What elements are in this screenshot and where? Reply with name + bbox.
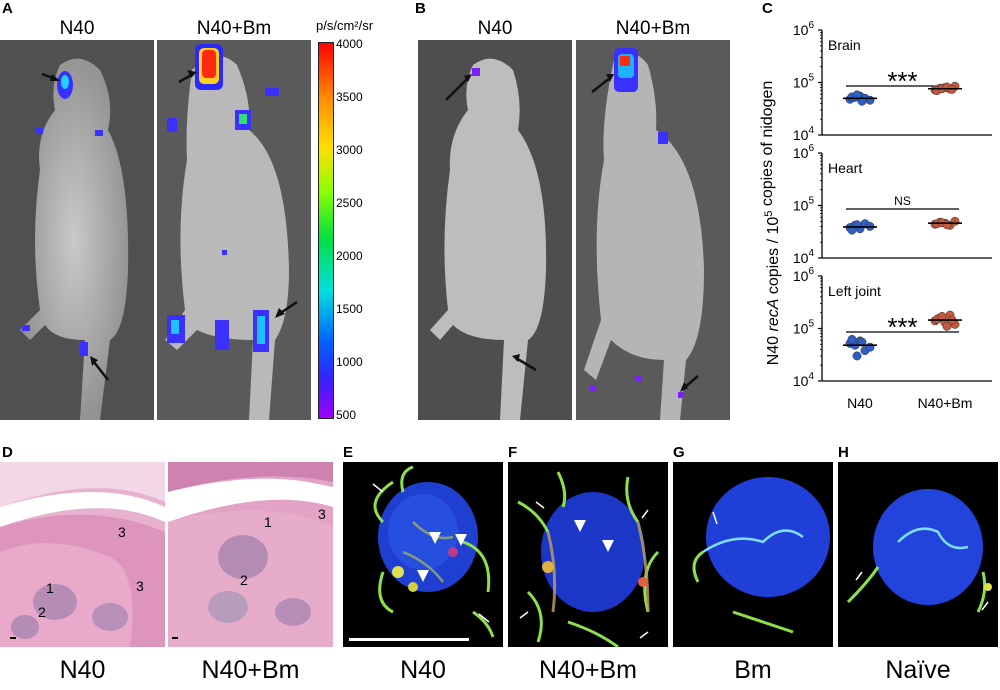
y-tick-label-exponent: 4 — [808, 371, 814, 382]
data-point — [857, 96, 867, 106]
colorbar-tick: 1500 — [336, 302, 363, 316]
data-point — [950, 216, 960, 226]
panel-letter-b: B — [415, 0, 426, 17]
data-point — [942, 321, 952, 331]
panel-b-left-title: N40 — [477, 18, 513, 39]
y-tick-label-base: 10 — [793, 373, 809, 389]
y-tick-label-base: 10 — [793, 127, 809, 143]
data-point — [852, 351, 862, 361]
recA-scatter-chart: N40 recA copies / 105 copies of nidogen 1… — [760, 20, 992, 411]
subplot-title: Left joint — [828, 283, 881, 299]
subplot-title: Heart — [828, 160, 862, 176]
y-axis-label-part: copies of nidogen — [760, 81, 776, 211]
y-tick-label-base: 10 — [793, 198, 809, 214]
y-axis-label: N40 recA copies / 105 copies of nidogen — [760, 81, 782, 366]
colorbar-tick: 1000 — [336, 355, 363, 369]
subplot-title: Brain — [828, 37, 861, 53]
y-tick-label-exponent: 6 — [808, 20, 814, 31]
colorbar-tick: 2000 — [336, 249, 363, 263]
significance-label: *** — [887, 312, 917, 342]
y-axis-label-part: N40 — [765, 331, 782, 365]
colorbar-tick: 2500 — [336, 196, 363, 210]
bioluminescence-image-n40-a — [0, 40, 154, 420]
y-tick-label-base: 10 — [793, 145, 809, 161]
y-tick-label: 106 — [793, 20, 815, 38]
panel-d-left-caption: N40 — [59, 656, 106, 684]
histology-label: 3 — [118, 524, 126, 540]
y-axis-label-part: 5 — [763, 211, 775, 217]
panel-f-caption: N40+Bm — [539, 656, 637, 684]
panel-d-right-caption: N40+Bm — [201, 656, 300, 684]
y-tick-label-exponent: 4 — [808, 248, 814, 259]
panel-letter-f: F — [508, 444, 518, 461]
x-category-label: N40+Bm — [918, 395, 973, 411]
data-point — [942, 220, 952, 230]
histology-label: 1 — [264, 514, 272, 530]
microscopy-image-bm — [673, 462, 833, 647]
y-tick-label: 104 — [793, 125, 815, 143]
panel-a-left-title: N40 — [59, 18, 95, 39]
panel-letter-a: A — [2, 0, 13, 17]
significance-label: NS — [894, 194, 911, 208]
panel-b-right-title: N40+Bm — [615, 18, 691, 39]
histology-label: 2 — [240, 572, 248, 588]
y-tick-label-exponent: 5 — [808, 196, 814, 207]
y-tick-label-base: 10 — [793, 75, 809, 91]
panel-e-caption: N40 — [400, 656, 446, 684]
y-tick-label-base: 10 — [793, 321, 809, 337]
bioluminescence-image-n40bm-b — [576, 40, 730, 420]
histology-label: 3 — [136, 578, 144, 594]
colorbar-tick: 4000 — [336, 37, 363, 51]
colorbar-tick: 3000 — [336, 143, 363, 157]
y-tick-label-base: 10 — [793, 250, 809, 266]
colorbar-tick: 500 — [336, 408, 357, 422]
y-tick-label: 105 — [793, 319, 815, 337]
histology-image-n40bm: 1 2 3 — [168, 462, 333, 647]
y-tick-label-base: 10 — [793, 268, 809, 284]
y-tick-label-exponent: 4 — [808, 125, 814, 136]
y-tick-label-exponent: 6 — [808, 143, 814, 154]
panel-letter-c: C — [762, 0, 773, 17]
y-tick-label-base: 10 — [793, 22, 809, 38]
data-point — [865, 95, 875, 105]
panel-g-caption: Bm — [734, 656, 772, 684]
panel-a-right-title: N40+Bm — [196, 18, 272, 39]
significance-label: *** — [887, 66, 917, 96]
data-point — [852, 90, 862, 100]
y-tick-label: 105 — [793, 73, 815, 91]
colorbar-tick: 3500 — [336, 90, 363, 104]
y-axis-label-part: recA — [765, 299, 782, 332]
y-tick-label-exponent: 5 — [808, 73, 814, 84]
microscopy-image-naive — [838, 462, 998, 647]
histology-image-n40: 3 1 2 3 — [0, 462, 165, 647]
panel-letter-d: D — [2, 444, 13, 461]
y-axis-label-part: copies / 10 — [765, 217, 782, 299]
histology-label: 1 — [46, 580, 54, 596]
y-tick-label-exponent: 6 — [808, 266, 814, 277]
histology-label: 3 — [318, 506, 326, 522]
data-point — [857, 337, 867, 347]
data-point — [847, 334, 857, 344]
bioluminescence-image-n40bm-a — [157, 40, 311, 420]
microscopy-image-n40 — [343, 462, 503, 647]
panel-h-caption: Naïve — [885, 656, 951, 684]
panel-letter-e: E — [343, 444, 354, 461]
y-tick-label-exponent: 5 — [808, 319, 814, 330]
panel-letter-h: H — [838, 444, 849, 461]
y-tick-label: 106 — [793, 266, 815, 284]
colorbar-gradient — [318, 42, 334, 419]
y-tick-label: 106 — [793, 143, 815, 161]
y-tick-label: 104 — [793, 248, 815, 266]
panel-letter-g: G — [673, 444, 685, 461]
y-tick-label: 104 — [793, 371, 815, 389]
data-point — [865, 342, 875, 352]
histology-label: 2 — [38, 604, 46, 620]
colorbar-unit-label: p/s/cm²/sr — [316, 18, 374, 33]
bioluminescence-image-n40-b — [418, 40, 572, 420]
microscopy-image-n40bm — [508, 462, 668, 647]
x-category-label: N40 — [847, 395, 873, 411]
y-tick-label: 105 — [793, 196, 815, 214]
